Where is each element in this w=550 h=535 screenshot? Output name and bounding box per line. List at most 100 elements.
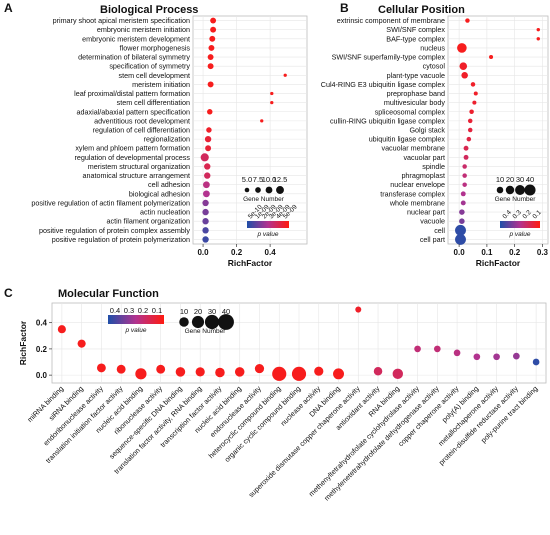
- category-label-phragmoplast: phragmoplast: [401, 171, 445, 180]
- data-point-vacuole: [459, 218, 465, 224]
- category-label-transferase-complex: transferase complex: [380, 189, 445, 198]
- data-point-determination-of-bilateral-symmetry: [207, 54, 214, 60]
- size-legend-dot: [204, 314, 220, 330]
- y-tick-label: 0.2: [36, 345, 48, 354]
- size-legend-label: 20: [194, 307, 202, 316]
- category-label-anatomical-structure-arrangement: anatomical structure arrangement: [83, 171, 190, 180]
- data-point-embryonic-meristem-initiation: [210, 26, 217, 33]
- category-label-cytosol: cytosol: [423, 62, 446, 71]
- category-label-cell: cell: [434, 226, 445, 235]
- data-point-antioxidant-activity: [373, 366, 383, 376]
- data-point-heterocyclic-compound-binding: [272, 366, 287, 381]
- data-point-nucleus: [457, 43, 467, 53]
- category-label-positive-regulation-of-actin-filament-polymerization: positive regulation of actin filament po…: [31, 198, 190, 207]
- category-label-cell-part: cell part: [420, 235, 445, 244]
- data-point-cell-part: [455, 234, 466, 245]
- data-point-golgi-stack: [467, 127, 473, 133]
- size-legend-label: 10: [180, 307, 188, 316]
- data-points-b: [455, 18, 540, 245]
- data-point-swi-snf-complex: [536, 27, 540, 32]
- data-point-actin-nucleation: [202, 208, 209, 216]
- category-label-vacuole: vacuole: [420, 217, 445, 226]
- color-legend-label: 0.3: [511, 209, 523, 221]
- size-legend-dot: [265, 186, 273, 194]
- category-label-actin-filament-organization: actin filament organization: [106, 217, 190, 226]
- color-legend-title-b: p value: [509, 231, 531, 238]
- panel-title-molecular-function: Molecular Function: [58, 288, 159, 300]
- category-label-swi-snf-superfamily-type-complex: SWI/SNF superfamily-type complex: [332, 53, 446, 62]
- data-point-spliceosomal-complex: [469, 109, 474, 115]
- data-point-cell: [455, 224, 466, 236]
- data-point-whole-membrane: [460, 200, 466, 206]
- data-point-positive-regulation-of-protein-complex-assembly: [202, 227, 209, 234]
- panel-biological-process: A Biological Process primary shoot apica…: [4, 1, 308, 268]
- category-label-vacuolar-part: vacuolar part: [403, 153, 445, 162]
- category-label-nuclear-part: nuclear part: [407, 208, 445, 217]
- panel-molecular-function: C Molecular Function 0.0 0.2 0.4 miRNA bin…: [4, 286, 547, 503]
- data-point-xylem-and-phloem-pattern-formation: [205, 145, 212, 152]
- size-legend-dot: [505, 185, 515, 195]
- data-point-stem-cell-differentiation: [270, 101, 274, 105]
- category-label-swi-snf-complex: SWI/SNF complex: [386, 25, 445, 34]
- size-legend-title-a: Gene Number: [243, 196, 285, 203]
- data-point-endoribonuclease-activity: [96, 363, 106, 373]
- data-point-multivesicular-body: [472, 100, 477, 105]
- data-point-regulation-of-cell-differentiation: [206, 127, 212, 133]
- data-points-a: [200, 17, 287, 243]
- data-point-copper-chaperone-activity: [453, 349, 461, 357]
- size-legend-label: 12.5: [273, 175, 288, 184]
- x-tick-label: 0.2: [231, 248, 243, 257]
- size-legend-dot: [255, 187, 261, 193]
- category-label-flower-morphogenesis: flower morphogenesis: [120, 43, 191, 52]
- data-point-cytosol: [459, 62, 468, 70]
- grid-a: [193, 16, 307, 244]
- data-point-poly-purine-tract-binding: [532, 358, 540, 366]
- data-point-nuclease-activity: [314, 366, 324, 376]
- color-legend-b: p value 0.40.30.20.1: [500, 209, 543, 238]
- data-point-leaf-proximal-distal-pattern-formation: [270, 91, 274, 96]
- data-point-metallochaperone-activity: [493, 353, 500, 361]
- data-point-positive-regulation-of-protein-polymerization: [202, 236, 209, 243]
- size-legend-label: 7.5: [253, 175, 263, 184]
- size-legend-dot: [515, 185, 525, 195]
- category-labels-a: primary shoot apical meristem specificat…: [31, 16, 190, 244]
- size-legend-label: 30: [516, 175, 524, 184]
- category-label-biological-adhesion: biological adhesion: [129, 189, 190, 198]
- data-point-adaxial-abaxial-pattern-specification: [207, 109, 213, 115]
- data-point-methylenetetrahydrofolate-dehydrogenase-activity: [433, 345, 441, 353]
- data-point-methenyltetrahydrofolate-cyclohydrolase-activity: [414, 345, 421, 353]
- category-label-multivesicular-body: multivesicular body: [384, 98, 446, 107]
- size-legend-label: 40: [526, 175, 534, 184]
- category-label-extrinsic-component-of-membrane: extrinsic component of membrane: [337, 16, 445, 25]
- color-legend-label: 0.1: [152, 306, 162, 315]
- size-legend-b: Gene Number 10 20 30 40: [495, 175, 537, 203]
- size-legend-dot: [496, 186, 504, 194]
- data-point-superoxide-dismutase-copper-chaperone-activity: [355, 306, 362, 313]
- x-ticks-b: 0.0 0.1 0.2 0.3: [454, 244, 549, 257]
- data-point-cullin-ring-ubiquitin-ligase-complex: [467, 118, 473, 124]
- data-point-baf-type-complex: [536, 37, 540, 41]
- color-legend-bar: [500, 221, 540, 228]
- category-label-meristem-initiation: meristem initiation: [132, 80, 190, 89]
- category-label-specification-of-symmetry: specification of symmetry: [109, 62, 190, 71]
- size-legend-label: 5.0: [242, 175, 252, 184]
- category-label-spliceosomal-complex: spliceosomal complex: [375, 107, 446, 116]
- data-point-organic-cyclic-compound-binding: [291, 366, 307, 381]
- data-point-regionalization: [204, 135, 212, 143]
- size-legend-label: 10: [496, 175, 504, 184]
- x-tick-label: 0.2: [509, 248, 521, 257]
- panel-title-cellular-position: Cellular Position: [378, 4, 465, 16]
- data-point-vacuolar-membrane: [463, 145, 469, 151]
- category-label-vacuolar-membrane: vacuolar membrane: [381, 144, 445, 153]
- data-point-embryonic-meristem-development: [209, 35, 216, 42]
- x-tick-label: 0.0: [197, 248, 209, 257]
- data-point-mirna-binding: [57, 325, 66, 334]
- data-point-extrinsic-component-of-membrane: [465, 18, 470, 23]
- data-point-phragmoplast: [462, 173, 467, 178]
- x-axis-title-b: RichFactor: [476, 258, 521, 268]
- category-label-nuclear-envelope: nuclear envelope: [390, 180, 445, 189]
- data-point-ubiquitin-ligase-complex: [466, 136, 472, 142]
- panel-letter-b: B: [340, 1, 349, 15]
- data-point-cul4-ring-e3-ubiquitin-ligase-complex: [470, 82, 476, 87]
